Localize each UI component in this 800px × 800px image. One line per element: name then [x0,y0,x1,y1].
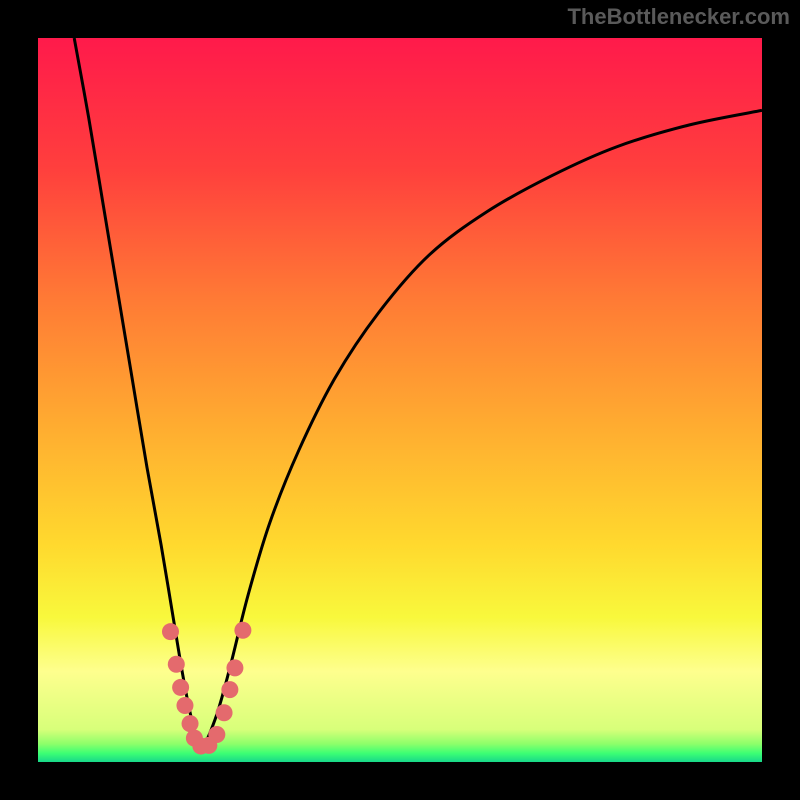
watermark-text: TheBottlenecker.com [567,4,790,30]
data-marker [172,679,189,696]
data-marker [221,681,238,698]
data-marker [162,623,179,640]
data-marker [208,726,225,743]
data-marker [176,697,193,714]
data-marker [216,704,233,721]
data-marker [234,622,251,639]
data-marker [168,656,185,673]
data-marker [182,715,199,732]
bottleneck-chart [0,0,800,800]
data-marker [226,659,243,676]
plot-background [38,38,762,762]
